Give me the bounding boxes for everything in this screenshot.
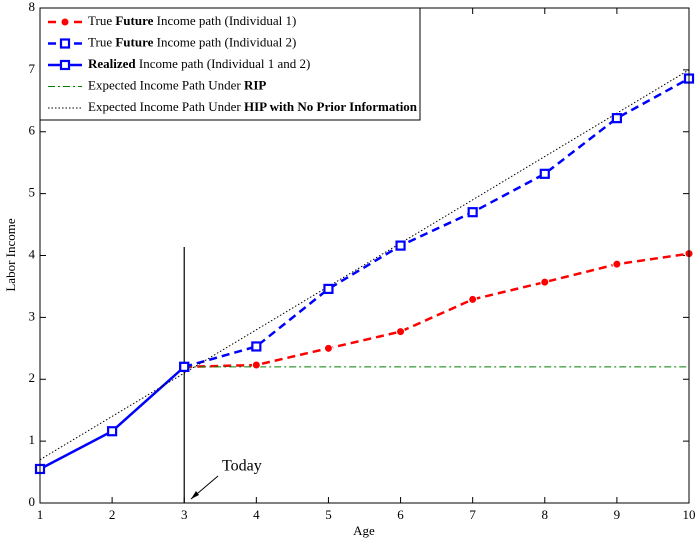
marker (107, 426, 118, 437)
y-tick-label: 7 (29, 61, 36, 76)
marker (539, 168, 550, 179)
legend-marker (60, 17, 70, 27)
marker (251, 360, 261, 370)
y-tick-label: 8 (29, 0, 36, 14)
legend-label-part: True (88, 13, 115, 28)
legend-label-part: Income path (Individual 1 and 2) (136, 56, 311, 71)
x-tick-label: 5 (325, 507, 332, 522)
marker (611, 113, 622, 124)
x-tick-label: 8 (542, 507, 549, 522)
marker (467, 207, 478, 218)
legend-label-part: Income path (Individual 2) (153, 34, 296, 49)
y-tick-label: 3 (29, 308, 36, 323)
x-axis-label: Age (353, 523, 375, 538)
legend-label-part: Future (115, 13, 153, 28)
y-axis-label: Labor Income (3, 218, 18, 292)
annotation-arrowhead (191, 491, 199, 499)
legend-label-part: Future (115, 34, 153, 49)
x-tick-label: 1 (37, 507, 44, 522)
legend-marker (59, 38, 71, 49)
legend-label: Expected Income Path Under RIP (88, 77, 266, 92)
annotation: Today (222, 458, 262, 475)
y-tick-label: 1 (29, 432, 36, 447)
marker (179, 361, 190, 372)
marker (540, 277, 550, 287)
legend-label: Realized Income path (Individual 1 and 2… (88, 56, 310, 71)
marker (396, 327, 406, 337)
marker (251, 341, 262, 352)
y-tick-label: 0 (29, 494, 36, 509)
y-tick-label: 6 (29, 123, 36, 138)
legend-label-part: True (88, 34, 115, 49)
legend-label-part: Realized (88, 56, 136, 71)
x-tick-label: 6 (397, 507, 404, 522)
x-tick-label: 4 (253, 507, 260, 522)
series-line (183, 77, 690, 369)
marker (323, 283, 334, 295)
legend-label-part: Income path (Individual 1) (153, 13, 296, 28)
y-tick-label: 2 (29, 370, 36, 385)
legend-label: Expected Income Path Under HIP with No P… (88, 99, 418, 114)
legend-label: True Future Income path (Individual 1) (88, 13, 296, 28)
series-line (39, 69, 690, 461)
legend-marker (59, 59, 71, 71)
y-tick-label: 4 (29, 246, 36, 261)
y-tick-label: 5 (29, 185, 36, 200)
x-tick-label: 2 (109, 507, 116, 522)
series-line (184, 252, 690, 369)
x-tick-label: 10 (683, 507, 696, 522)
legend-label: True Future Income path (Individual 2) (88, 34, 296, 49)
legend-label-part: RIP (244, 77, 266, 92)
marker (323, 343, 333, 353)
marker (612, 259, 622, 269)
legend-label-part: HIP with No Prior Information (244, 99, 418, 114)
x-tick-label: 7 (469, 507, 476, 522)
legend-box (39, 7, 421, 121)
marker (468, 294, 478, 304)
series-line (39, 365, 186, 471)
legend-label-part: Expected Income Path Under (88, 99, 244, 114)
legend-label-part: Expected Income Path Under (88, 77, 244, 92)
marker (395, 240, 406, 251)
x-tick-label: 3 (181, 507, 188, 522)
x-tick-label: 9 (614, 507, 621, 522)
